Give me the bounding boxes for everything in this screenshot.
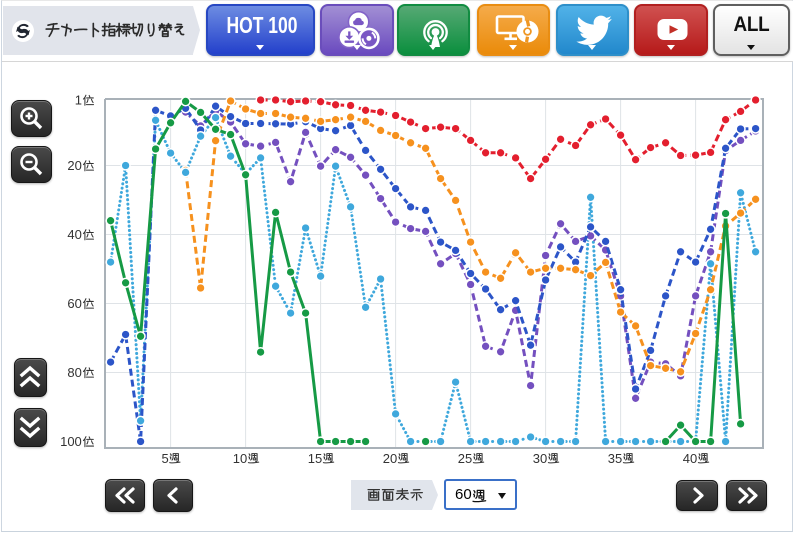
svg-text:5: 5 — [161, 451, 168, 466]
svg-text:60: 60 — [67, 296, 81, 311]
svg-text:20: 20 — [67, 158, 81, 173]
svg-text:80: 80 — [67, 365, 81, 380]
svg-text:30: 30 — [533, 451, 547, 466]
svg-text:25: 25 — [458, 451, 472, 466]
svg-text:15: 15 — [308, 451, 322, 466]
svg-text:20: 20 — [383, 451, 397, 466]
svg-text:40: 40 — [683, 451, 697, 466]
svg-text:40: 40 — [67, 227, 81, 242]
svg-text:10: 10 — [233, 451, 247, 466]
svg-text:100: 100 — [60, 434, 82, 449]
svg-text:35: 35 — [608, 451, 622, 466]
svg-text:1: 1 — [75, 93, 82, 108]
